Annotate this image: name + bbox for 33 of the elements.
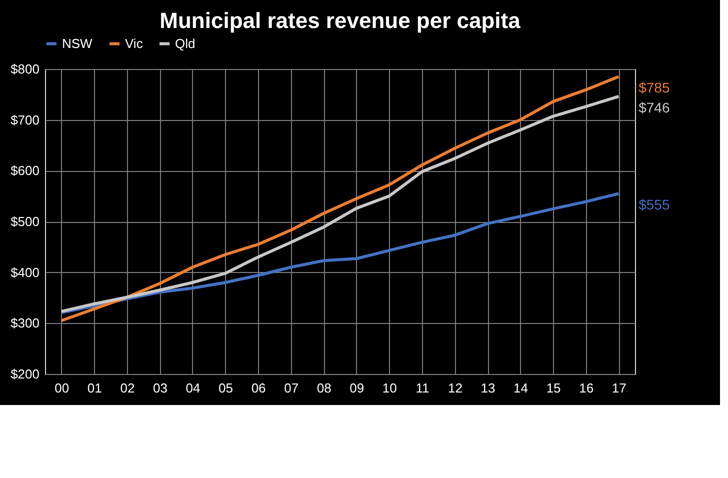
x-tick-label: 13: [480, 380, 496, 396]
x-tick-label: 11: [416, 380, 430, 396]
x-tick-label: 01: [87, 380, 102, 396]
data-label: $746: [638, 99, 670, 116]
x-tick-label: 07: [284, 380, 299, 396]
y-tick-label: $400: [10, 264, 40, 280]
line-series: [60, 192, 620, 314]
y-tick-label: $500: [10, 214, 40, 229]
data-label: $785: [638, 80, 670, 96]
legend-label: NSW: [62, 36, 94, 51]
x-tick-label: 14: [514, 380, 528, 396]
x-tick-label: 09: [350, 380, 364, 396]
x-tick-label: 17: [612, 380, 626, 396]
y-tick-label: $600: [10, 163, 40, 178]
x-tick-label: 06: [251, 380, 266, 396]
x-tick-label: 12: [448, 380, 462, 396]
x-tick-label: 05: [218, 380, 234, 396]
x-tick-label: 08: [316, 380, 332, 396]
x-tick-label: 04: [186, 380, 200, 396]
x-tick-label: 16: [579, 380, 594, 396]
x-tick-label: 15: [546, 380, 561, 396]
legend-label: Qld: [175, 36, 196, 51]
x-tick-label: 10: [382, 380, 397, 396]
x-tick-label: 02: [120, 380, 135, 396]
legend-label: Vic: [125, 36, 144, 51]
y-tick-label: $700: [10, 112, 40, 128]
chart-title: Municipal rates revenue per capita: [160, 8, 522, 33]
x-tick-label: 00: [54, 380, 70, 396]
data-label: $555: [638, 196, 670, 213]
y-tick-label: $200: [10, 366, 40, 382]
y-tick-label: $800: [10, 62, 40, 76]
y-tick-label: $300: [10, 316, 40, 331]
x-tick-label: 03: [152, 380, 168, 396]
